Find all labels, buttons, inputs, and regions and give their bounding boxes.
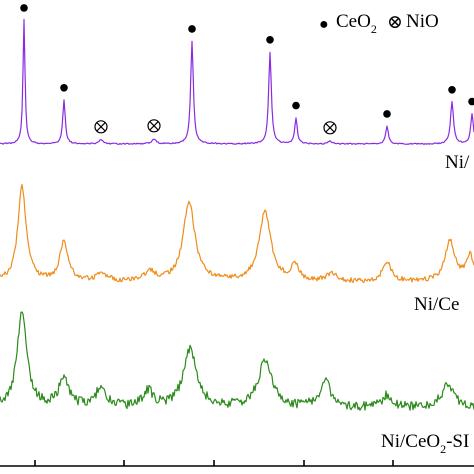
series-label-bottom-text: Ni/CeO <box>381 431 440 452</box>
series-layer <box>0 18 474 411</box>
series-label-top: Ni/ <box>445 152 470 173</box>
ceo2-peak-marker-3 <box>266 36 274 44</box>
series-label-bottom-tail: -SI <box>446 431 469 452</box>
legend-ceo2-label: CeO2 <box>336 11 377 36</box>
ceo2-peak-marker-4 <box>292 101 300 110</box>
legend-nio-marker: ⊗ <box>387 12 403 33</box>
legend-ceo2-subscript: 2 <box>371 22 377 36</box>
nio-peak-marker-2 <box>323 121 337 135</box>
nio-peak-marker-0 <box>94 120 108 134</box>
series-label-middle: Ni/Ce <box>414 294 459 315</box>
series-line-bottom <box>0 311 474 411</box>
ceo2-peak-marker-1 <box>60 84 68 92</box>
nio-peak-marker-1 <box>147 119 161 133</box>
legend-nio-label: NiO <box>406 11 439 32</box>
series-label-bottom-subscript: 2 <box>440 442 446 456</box>
series-label-bottom: Ni/CeO2-SI <box>381 431 469 456</box>
series-line-middle <box>0 183 474 283</box>
legend-ceo2-marker: ● <box>319 16 329 33</box>
ceo2-peak-marker-5 <box>383 110 391 118</box>
marker-layer <box>20 4 474 135</box>
x-axis-ticks <box>34 460 394 466</box>
ceo2-peak-marker-0 <box>20 4 28 12</box>
series-line-top <box>0 18 474 145</box>
legend: ● CeO2 ⊗ NiO <box>319 11 439 36</box>
ceo2-peak-marker-7 <box>468 97 474 106</box>
legend-ceo2-text: CeO <box>336 11 371 32</box>
ceo2-peak-marker-2 <box>188 25 196 33</box>
ceo2-peak-marker-6 <box>448 86 456 94</box>
